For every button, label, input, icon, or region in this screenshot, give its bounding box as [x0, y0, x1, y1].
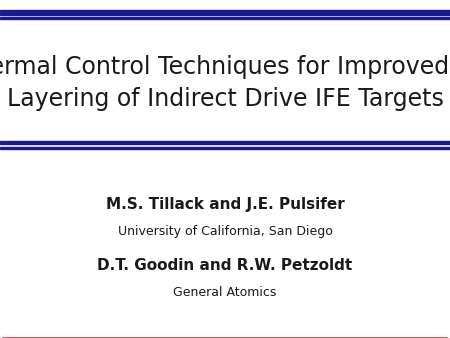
Bar: [0, 141, 450, 144]
Text: M.S. Tillack and J.E. Pulsifer: M.S. Tillack and J.E. Pulsifer: [106, 197, 344, 212]
Text: D.T. Goodin and R.W. Petzoldt: D.T. Goodin and R.W. Petzoldt: [97, 258, 353, 273]
Bar: [0, 17, 450, 19]
Bar: [0, 10, 450, 15]
Bar: [0, 147, 450, 149]
Text: General Atomics: General Atomics: [173, 286, 277, 299]
Text: Thermal Control Techniques for Improved DT
Layering of Indirect Drive IFE Target: Thermal Control Techniques for Improved …: [0, 54, 450, 111]
Text: University of California, San Diego: University of California, San Diego: [117, 225, 333, 238]
